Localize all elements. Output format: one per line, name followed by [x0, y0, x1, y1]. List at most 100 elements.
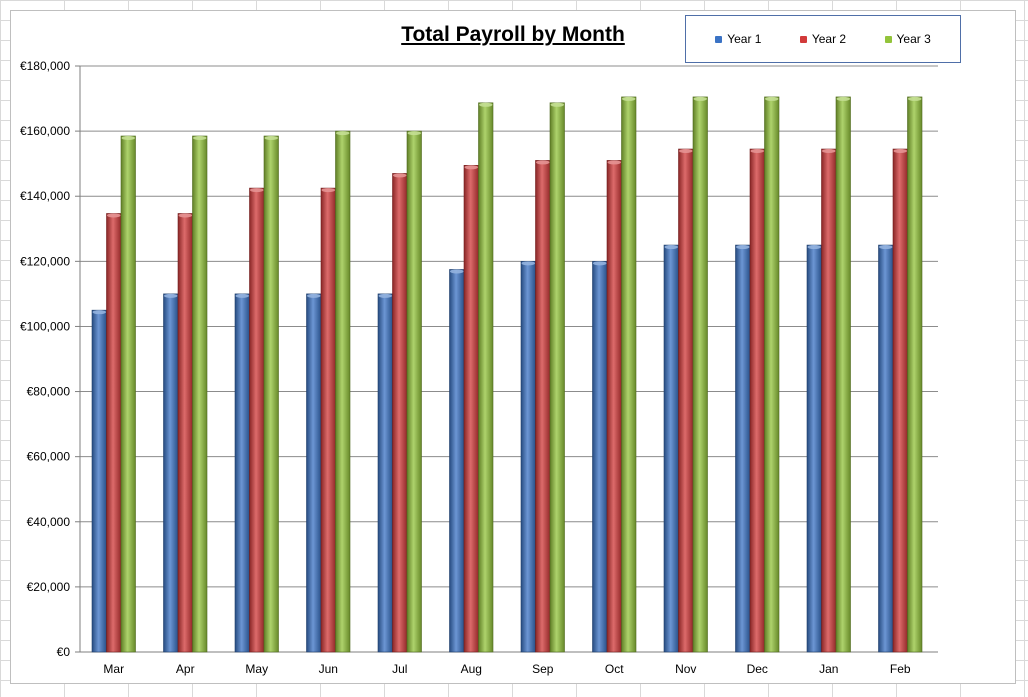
- bar-year-1-dec: [735, 244, 751, 653]
- bar-cap: [893, 149, 907, 154]
- bar-year-2-jan: [821, 148, 837, 653]
- legend-item-year-1: Year 1: [715, 32, 761, 46]
- bar-year-1-may: [234, 293, 250, 653]
- bar-year-1-sep: [520, 261, 536, 653]
- bar-year-3-nov: [692, 96, 708, 653]
- bar-year-3-dec: [764, 96, 780, 653]
- bar-cap: [550, 102, 564, 107]
- bar-cap: [622, 96, 636, 101]
- legend-label-year-2: Year 2: [811, 32, 847, 46]
- bar-year-2-dec: [749, 148, 765, 653]
- bar-cap: [521, 261, 535, 266]
- x-tick-label: Oct: [605, 662, 624, 676]
- bar-year-3-feb: [907, 96, 923, 653]
- bar-cap: [836, 96, 850, 101]
- bar-year-2-nov: [678, 148, 694, 653]
- bar-cap: [250, 188, 264, 193]
- bar-cap: [607, 160, 621, 165]
- bar-cap: [407, 131, 421, 136]
- bar-cap: [736, 245, 750, 250]
- bar-cap: [693, 96, 707, 101]
- bar-year-1-feb: [878, 244, 894, 653]
- bar-cap: [464, 165, 478, 170]
- bar-year-3-jun: [335, 130, 351, 653]
- legend-item-year-2: Year 2: [799, 32, 847, 46]
- x-tick-label: Jul: [392, 662, 407, 676]
- x-tick-label: Mar: [103, 662, 124, 676]
- legend-swatch-year-3: [884, 35, 892, 43]
- x-tick-label: Apr: [176, 662, 195, 676]
- chart-title: Total Payroll by Month: [401, 23, 625, 46]
- y-tick-label: €120,000: [20, 254, 70, 268]
- bar-cap: [750, 149, 764, 154]
- bar-year-1-apr: [163, 293, 179, 653]
- legend-swatch-year-2: [799, 35, 807, 43]
- x-tick-label: Jun: [319, 662, 338, 676]
- bar-year-3-aug: [478, 102, 494, 653]
- bar-year-2-mar: [106, 213, 122, 653]
- bar-year-2-may: [249, 187, 265, 653]
- plot-area: €0 €20,000 €40,000 €60,000 €80,000 €100,000 €1…: [20, 59, 938, 676]
- legend-label-year-3: Year 3: [896, 32, 931, 46]
- bar-cap: [679, 149, 693, 154]
- bar-cap: [235, 293, 249, 298]
- bar-cap: [765, 96, 779, 101]
- chart-area[interactable]: Total Payroll by Month Year 1 Year 2 Yea…: [10, 10, 1016, 684]
- bar-cap: [336, 131, 350, 136]
- bar-cap: [378, 293, 392, 298]
- legend-item-year-3: Year 3: [884, 32, 931, 46]
- x-tick-label: May: [245, 662, 268, 676]
- legend-label-year-1: Year 1: [727, 32, 762, 46]
- bar-year-2-oct: [606, 160, 622, 653]
- bar-cap: [393, 173, 407, 178]
- bar-cap: [479, 102, 493, 107]
- bar-cap: [264, 135, 278, 140]
- bar-cap: [593, 261, 607, 266]
- bar-year-1-aug: [449, 269, 465, 653]
- y-tick-label: €160,000: [20, 124, 70, 138]
- bar-year-1-jan: [806, 244, 822, 653]
- x-tick-label: Aug: [461, 662, 482, 676]
- bar-year-2-jun: [320, 187, 336, 653]
- y-tick-label: €40,000: [27, 515, 71, 529]
- bar-cap: [307, 293, 321, 298]
- bar-cap: [321, 188, 335, 193]
- bar-year-1-oct: [592, 261, 608, 653]
- bar-year-2-feb: [892, 148, 908, 653]
- x-tick-label: Dec: [747, 662, 768, 676]
- bar-year-1-jun: [306, 293, 322, 653]
- bar-year-2-aug: [463, 164, 479, 653]
- bar-year-3-may: [263, 135, 279, 653]
- bar-cap: [664, 245, 678, 250]
- y-tick-label: €80,000: [27, 385, 71, 399]
- bar-year-1-nov: [663, 244, 679, 653]
- bar-cap: [92, 310, 106, 315]
- bar-year-3-oct: [621, 96, 637, 653]
- y-tick-label: €180,000: [20, 59, 70, 73]
- bar-cap: [450, 269, 464, 274]
- bar-year-2-jul: [392, 173, 408, 653]
- legend-swatch-year-1: [715, 35, 723, 43]
- bar-cap: [908, 96, 922, 101]
- bar-cap: [178, 213, 192, 218]
- bar-year-3-jul: [406, 130, 422, 653]
- y-tick-label: €140,000: [20, 189, 70, 203]
- x-tick-label: Nov: [675, 662, 696, 676]
- bar-cap: [822, 149, 836, 154]
- y-tick-label: €0: [57, 645, 71, 659]
- bar-year-3-sep: [549, 102, 565, 653]
- bar-cap: [807, 245, 821, 250]
- legend[interactable]: Year 1 Year 2 Year 3: [685, 15, 961, 63]
- y-tick-label: €60,000: [27, 450, 71, 464]
- y-tick-label: €100,000: [20, 319, 70, 333]
- bar-year-1-mar: [91, 309, 107, 653]
- bar-year-3-jan: [835, 96, 851, 653]
- bar-year-3-mar: [120, 135, 136, 653]
- bar-cap: [879, 245, 893, 250]
- x-tick-label: Sep: [532, 662, 554, 676]
- bar-cap: [121, 135, 135, 140]
- bar-cap: [107, 213, 121, 218]
- bar-year-3-apr: [192, 135, 208, 653]
- x-tick-label: Feb: [890, 662, 911, 676]
- bar-cap: [536, 160, 550, 165]
